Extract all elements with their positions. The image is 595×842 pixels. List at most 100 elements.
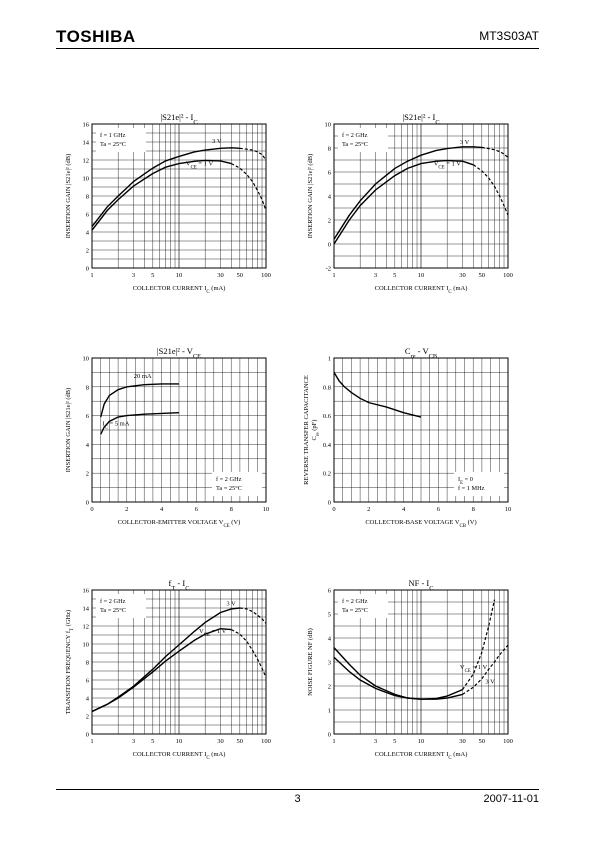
x-tick-label: 30 bbox=[459, 272, 466, 279]
x-tick-label: 0 bbox=[332, 506, 335, 513]
header-rule bbox=[56, 48, 539, 49]
series-line-dashed bbox=[239, 607, 267, 624]
series-line bbox=[91, 627, 232, 713]
y-tick-label: 5 bbox=[328, 612, 331, 619]
plot-frame bbox=[333, 357, 509, 503]
x-tick-label: 6 bbox=[437, 506, 441, 513]
x-tick-label: 3 bbox=[374, 272, 377, 279]
x-tick-label: 3 bbox=[374, 738, 377, 745]
condition-text: Ta = 25°C bbox=[100, 607, 126, 614]
x-tick-label: 5 bbox=[151, 738, 154, 745]
y-axis-label: INSERTION GAIN |S21e|² (dB) bbox=[65, 388, 72, 473]
y-tick-label: 16 bbox=[83, 588, 90, 595]
y-tick-label: 0 bbox=[86, 732, 89, 739]
chart-title: |S21e|² - IC bbox=[160, 112, 197, 126]
conditions-box bbox=[338, 594, 388, 618]
footer-rule bbox=[56, 789, 539, 790]
page-number: 3 bbox=[294, 793, 301, 805]
x-axis-label: COLLECTOR-BASE VOLTAGE VCB (V) bbox=[365, 519, 476, 529]
chart-title: NF - IC bbox=[408, 578, 433, 592]
series-label: 3 V bbox=[226, 600, 236, 607]
plot-frame bbox=[91, 123, 267, 269]
x-tick-label: 30 bbox=[217, 272, 224, 279]
part-number: MT3S03AT bbox=[479, 29, 539, 43]
conditions-box bbox=[454, 472, 504, 496]
series-line-dashed bbox=[462, 644, 509, 695]
x-tick-label: 3 bbox=[132, 272, 135, 279]
chart-cre-vcb: 0 2 4 6 8 10 0 0.2 0.4 0.6 0.8 1 Cre - VCB COLLECTOR-… bbox=[303, 346, 511, 529]
series-line bbox=[333, 647, 463, 700]
document-date: 2007-11-01 bbox=[483, 793, 539, 805]
x-axis-label: COLLECTOR CURRENT IC (mA) bbox=[375, 285, 468, 295]
x-tick-label: 3 bbox=[132, 738, 135, 745]
x-axis-label: COLLECTOR CURRENT IC (mA) bbox=[133, 285, 226, 295]
y-tick-label: 6 bbox=[328, 170, 332, 177]
y-tick-label: 14 bbox=[83, 606, 90, 613]
y-axis-label: TRANSITION FREQUENCY fT (GHz) bbox=[65, 610, 75, 714]
x-tick-label: 50 bbox=[479, 272, 486, 279]
x-tick-label: 30 bbox=[459, 738, 466, 745]
y-tick-label: 4 bbox=[86, 230, 90, 237]
y-tick-label: 4 bbox=[328, 194, 332, 201]
x-tick-label: 30 bbox=[217, 738, 224, 745]
y-tick-label: 0 bbox=[86, 266, 89, 273]
series-line bbox=[91, 159, 232, 231]
x-tick-label: 10 bbox=[176, 272, 183, 279]
x-tick-label: 100 bbox=[261, 272, 271, 279]
y-tick-label: 10 bbox=[83, 642, 90, 649]
plot-frame bbox=[91, 589, 267, 735]
chart-s21-ic-2ghz: 1 3 5 10 30 50 100 -2 0 2 4 6 8 10 |S21e|² - IC COLLECT… bbox=[307, 112, 513, 295]
condition-text: f = 1 GHz bbox=[100, 132, 126, 139]
series-line bbox=[91, 607, 240, 713]
x-tick-label: 100 bbox=[261, 738, 271, 745]
y-tick-label: 6 bbox=[86, 413, 90, 420]
y-tick-label: 6 bbox=[86, 212, 90, 219]
x-tick-label: 10 bbox=[418, 738, 425, 745]
x-tick-label: 4 bbox=[160, 506, 164, 513]
chart-title: |S21e|² - VCE bbox=[157, 346, 201, 360]
y-axis-label: REVERSE TRANSFER CAPACITANCE bbox=[303, 375, 310, 485]
series-label: 3 V bbox=[485, 679, 495, 686]
series-label: VCE = 1 V bbox=[434, 160, 462, 170]
y-tick-label: 3 bbox=[328, 660, 331, 667]
y-tick-label: 12 bbox=[83, 158, 90, 165]
x-tick-label: 1 bbox=[332, 738, 335, 745]
condition-text: f = 2 GHz bbox=[216, 476, 242, 483]
x-tick-label: 2 bbox=[125, 506, 128, 513]
conditions-box bbox=[338, 128, 388, 152]
y-tick-label: 0.2 bbox=[323, 471, 331, 478]
x-tick-label: 5 bbox=[393, 272, 396, 279]
y-tick-label: 6 bbox=[328, 588, 332, 595]
y-tick-label: 8 bbox=[86, 194, 89, 201]
y-tick-label: 10 bbox=[325, 122, 332, 129]
y-tick-label: 0.4 bbox=[323, 442, 332, 449]
y-tick-label: 8 bbox=[86, 660, 89, 667]
chart-title: fT - IC bbox=[169, 578, 190, 592]
y-tick-label: 2 bbox=[86, 248, 89, 255]
y-axis-label-line2: Cre (pF) bbox=[311, 420, 321, 441]
x-axis-label: COLLECTOR CURRENT IC (mA) bbox=[133, 751, 226, 761]
series-line-dashed bbox=[231, 629, 267, 678]
x-tick-label: 8 bbox=[230, 506, 233, 513]
condition-text: f = 2 GHz bbox=[100, 598, 126, 605]
x-axis-label: COLLECTOR-EMITTER VOLTAGE VCE (V) bbox=[118, 519, 241, 529]
condition-text: IE = 0 bbox=[458, 476, 473, 486]
x-tick-label: 50 bbox=[237, 272, 244, 279]
chart-s21-vce: 0 2 4 6 8 10 0 2 4 6 8 10 |S21e|² - VCE COLLECTOR-EMI… bbox=[65, 346, 270, 529]
grid bbox=[91, 123, 267, 269]
y-tick-label: 0 bbox=[328, 500, 331, 507]
series-line bbox=[91, 147, 240, 228]
y-axis-label: INSERTION GAIN |S21e|² (dB) bbox=[65, 154, 72, 239]
x-tick-label: 50 bbox=[237, 738, 244, 745]
series-line-dashed bbox=[239, 147, 267, 161]
y-tick-label: 0.8 bbox=[323, 384, 331, 391]
series-line bbox=[100, 383, 179, 418]
series-label: VCE = 1 V bbox=[460, 664, 488, 674]
y-axis-label: INSERTION GAIN |S21e|² (dB) bbox=[307, 154, 314, 239]
x-tick-label: 10 bbox=[263, 506, 270, 513]
x-tick-label: 5 bbox=[393, 738, 396, 745]
x-tick-label: 8 bbox=[472, 506, 475, 513]
plot-frame bbox=[333, 123, 509, 269]
series-line bbox=[333, 656, 463, 700]
y-tick-label: 8 bbox=[86, 384, 89, 391]
